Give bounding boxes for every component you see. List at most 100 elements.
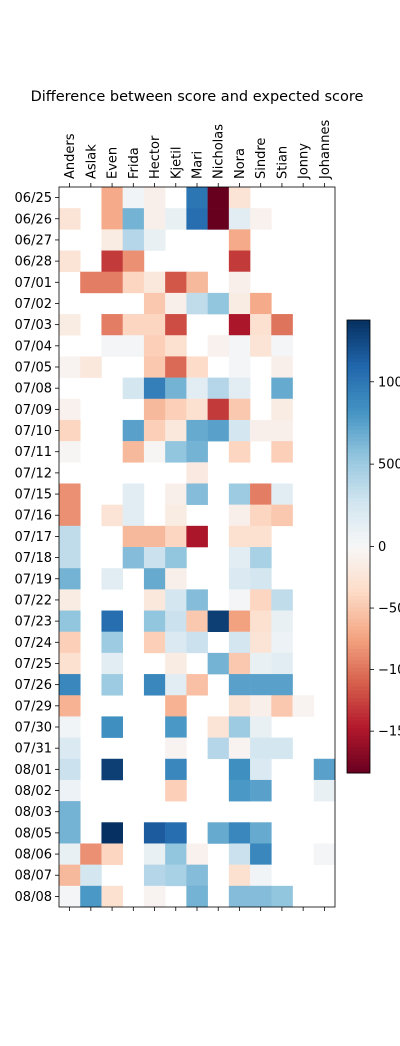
colorbar-tick-label: 500 xyxy=(378,458,400,473)
colorbar-segment xyxy=(347,561,370,566)
colorbar-segment xyxy=(347,406,370,412)
heatmap-cell xyxy=(207,652,230,675)
colorbar-segment xyxy=(347,520,370,525)
y-tick-label: 07/11 xyxy=(15,445,52,460)
heatmap-cell xyxy=(59,695,81,717)
colorbar-segment xyxy=(347,686,370,691)
x-tick-label: Sindre xyxy=(254,138,269,179)
heatmap-cell xyxy=(80,356,102,378)
colorbar-segment xyxy=(347,369,370,374)
heatmap-cell xyxy=(228,208,251,230)
y-tick-label: 07/03 xyxy=(15,318,52,333)
colorbar-segment xyxy=(347,523,370,529)
y-tick-label: 06/25 xyxy=(15,191,52,206)
colorbar-segment xyxy=(347,655,370,661)
heatmap-cell xyxy=(101,885,123,908)
heatmap-cell xyxy=(186,631,208,654)
heatmap-cell xyxy=(59,843,81,865)
colorbar-segment xyxy=(347,501,370,506)
heatmap-cell xyxy=(271,419,293,442)
heatmap-cell xyxy=(250,843,272,865)
heatmap-cell xyxy=(271,737,293,760)
colorbar-tick-label: −1000 xyxy=(378,663,400,678)
colorbar-segment xyxy=(347,463,370,468)
heatmap-cell xyxy=(250,652,272,675)
heatmap-cell xyxy=(59,525,81,548)
colorbar-segment xyxy=(347,399,370,404)
heatmap-cell xyxy=(143,843,166,865)
heatmap-cell xyxy=(59,631,81,654)
heatmap-cell xyxy=(250,716,272,738)
colorbar-segment xyxy=(347,516,370,521)
heatmap-cell xyxy=(165,843,187,865)
colorbar-segment xyxy=(347,712,370,717)
heatmap-cell xyxy=(165,822,187,844)
heatmap-cell xyxy=(122,208,145,230)
heatmap-cell xyxy=(101,314,123,336)
colorbar-segment xyxy=(347,644,370,649)
colorbar-segment xyxy=(347,497,370,502)
heatmap-cell xyxy=(271,631,293,654)
heatmap-cell xyxy=(250,568,272,590)
heatmap-cell xyxy=(101,716,123,738)
colorbar-segment xyxy=(347,448,370,453)
y-tick-label: 07/09 xyxy=(15,403,52,418)
heatmap-cell xyxy=(207,187,230,209)
colorbar-segment xyxy=(347,531,370,536)
colorbar-segment xyxy=(347,689,370,695)
heatmap-cell xyxy=(59,652,81,675)
y-tick-label: 07/30 xyxy=(15,721,52,736)
heatmap-cell xyxy=(165,779,187,802)
colorbar-segment xyxy=(347,452,370,457)
heatmap-cell xyxy=(250,737,272,760)
colorbar-segment xyxy=(347,731,370,736)
heatmap-cell xyxy=(228,885,251,908)
heatmap-cell xyxy=(186,589,208,611)
heatmap-cell xyxy=(228,229,251,251)
heatmap-cell xyxy=(59,504,81,527)
heatmap-cell xyxy=(101,568,123,590)
colorbar-segment xyxy=(347,576,370,581)
heatmap-cell xyxy=(250,864,272,887)
y-tick-label: 06/27 xyxy=(15,233,52,248)
colorbar-segment xyxy=(347,327,370,332)
heatmap-cell xyxy=(228,674,251,696)
heatmap-cell xyxy=(165,631,187,654)
heatmap-cell xyxy=(80,885,102,908)
heatmap-cell xyxy=(59,547,81,569)
y-tick-label: 07/23 xyxy=(15,615,52,630)
heatmap-cell xyxy=(101,335,123,357)
heatmap-cell xyxy=(59,864,81,887)
heatmap-cell xyxy=(165,271,187,294)
y-tick-label: 07/12 xyxy=(15,466,52,481)
heatmap-cell xyxy=(228,652,251,675)
heatmap-cell xyxy=(228,504,251,527)
colorbar-segment xyxy=(347,493,370,498)
colorbar-segment xyxy=(347,633,370,638)
colorbar-segment xyxy=(347,335,370,340)
colorbar-segment xyxy=(347,482,370,487)
colorbar-segment xyxy=(347,610,370,615)
heatmap-cell xyxy=(143,610,166,633)
colorbar-segment xyxy=(347,705,370,710)
x-tick-label: Frida xyxy=(127,147,142,179)
colorbar-segment xyxy=(347,606,370,612)
colorbar-segment xyxy=(347,671,370,676)
colorbar-tick-label: 0 xyxy=(378,540,386,555)
y-tick-label: 07/04 xyxy=(15,339,52,354)
heatmap-cell xyxy=(271,695,293,717)
heatmap-cell xyxy=(59,419,81,442)
heatmap-cell xyxy=(250,610,272,633)
y-tick-label: 08/03 xyxy=(15,805,52,820)
heatmap-cell xyxy=(59,314,81,336)
colorbar-segment xyxy=(347,701,370,706)
heatmap-cell xyxy=(313,843,336,865)
heatmap-cell xyxy=(228,271,251,294)
colorbar-segment xyxy=(347,353,370,359)
y-tick-label: 07/01 xyxy=(15,276,52,291)
heatmap-cell xyxy=(207,208,230,230)
heatmap-cell xyxy=(122,250,145,273)
heatmap-cell xyxy=(59,250,81,273)
heatmap-cell xyxy=(250,483,272,505)
colorbar-segment xyxy=(347,350,370,355)
